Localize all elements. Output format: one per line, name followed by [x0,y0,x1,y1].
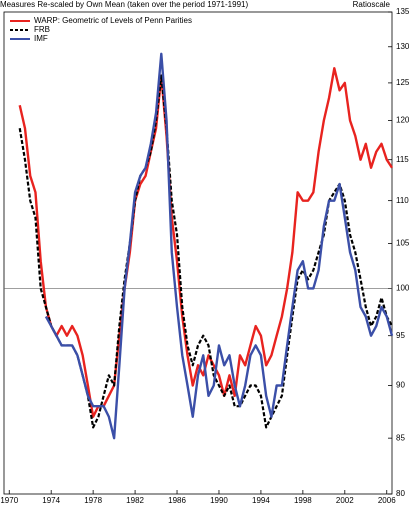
x-tick-label: 1994 [252,496,270,505]
y-tick-label: 100 [396,284,410,293]
x-tick-label: 1978 [84,496,102,505]
y-tick-label: 130 [396,42,410,51]
chart-title: Measures Re-scaled by Own Mean (taken ov… [0,0,248,9]
x-tick-label: 1990 [210,496,228,505]
legend-label: WARP: Geometric of Levels of Penn Pariti… [34,16,192,25]
x-tick-label: 1986 [168,496,186,505]
y-tick-label: 135 [396,7,410,16]
plot-frame [3,11,393,495]
y-axis-label: Ratioscale [353,0,391,9]
x-tick-label: 2006 [378,496,396,505]
x-tick-label: 1974 [42,496,60,505]
y-tick-label: 125 [396,78,410,87]
y-tick-label: 85 [396,433,405,442]
x-tick-label: 2002 [336,496,354,505]
y-tick-label: 110 [396,196,409,205]
y-tick-label: 80 [396,489,405,498]
y-tick-label: 120 [396,116,410,125]
y-tick-label: 105 [396,239,410,248]
series-line [18,67,394,418]
legend-label: IMF [34,34,48,43]
y-tick-label: 90 [396,381,405,390]
x-tick-label: 1970 [0,496,18,505]
series-line [44,52,394,440]
legend-label: FRB [34,25,50,34]
y-tick-label: 95 [396,331,405,340]
y-tick-label: 115 [396,155,409,164]
x-tick-label: 1998 [294,496,312,505]
x-tick-label: 1982 [126,496,144,505]
